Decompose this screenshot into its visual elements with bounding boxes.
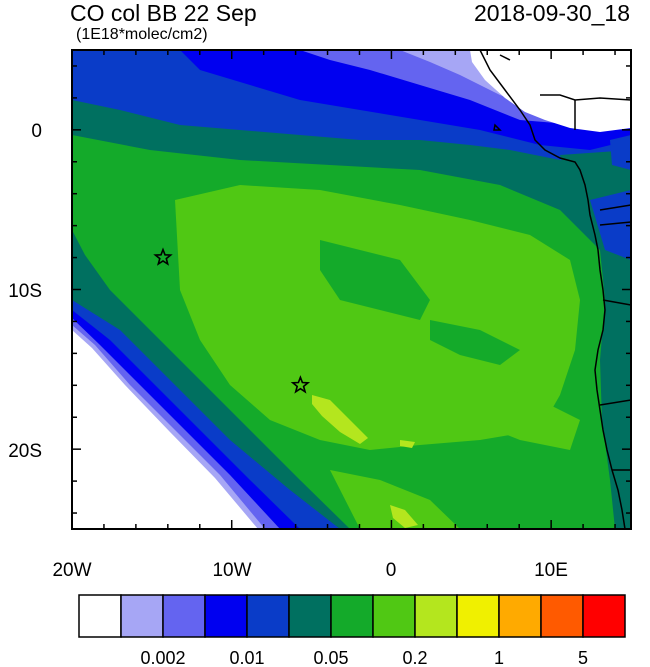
colorbar-labels: 0.002 0.01 0.05 0.2 1 5	[140, 648, 588, 667]
colorbar-box	[456, 594, 500, 638]
x-tick-label: 20W	[52, 560, 91, 581]
colorbar-box	[288, 594, 332, 638]
star-marker	[153, 247, 173, 266]
map-datetime: 2018-09-30_18	[473, 0, 630, 26]
coastline	[479, 50, 631, 529]
colorbar-label: 0.01	[229, 648, 264, 667]
x-tick-label: 0	[386, 560, 397, 581]
colorbar-box	[582, 594, 626, 638]
map-title: CO col BB 22 Sep	[70, 0, 257, 26]
colorbar-box	[78, 594, 122, 638]
colorbar-box	[540, 594, 584, 638]
colorbar-box	[498, 594, 542, 638]
colorbar-box	[204, 594, 248, 638]
y-tick-label: 0	[31, 121, 42, 142]
markers-layer	[153, 247, 311, 394]
map-units: (1E18*molec/cm2)	[76, 26, 208, 43]
axis-ticks	[71, 50, 631, 529]
y-tick-label: 10S	[8, 281, 42, 302]
colorbar-label: 0.2	[402, 648, 427, 667]
y-axis-labels: 0 10S 20S	[8, 121, 42, 462]
colorbar-box	[330, 594, 374, 638]
x-tick-label: 10W	[212, 560, 251, 581]
colorbar-label: 1	[494, 648, 504, 667]
colorbar-box	[162, 594, 206, 638]
colorbar-label: 0.05	[313, 648, 348, 667]
co-field	[72, 50, 631, 529]
colorbar-box	[414, 594, 458, 638]
colorbar-box	[246, 594, 290, 638]
colorbar-box	[372, 594, 416, 638]
colorbar-box	[120, 594, 164, 638]
colorbar-label: 5	[578, 648, 588, 667]
star-marker	[290, 375, 311, 394]
colorbar-label: 0.002	[140, 648, 185, 667]
y-tick-label: 20S	[8, 441, 42, 462]
x-tick-label: 10E	[534, 560, 568, 581]
x-axis-labels: 20W 10W 0 10E	[52, 560, 567, 581]
colorbar	[78, 594, 626, 638]
